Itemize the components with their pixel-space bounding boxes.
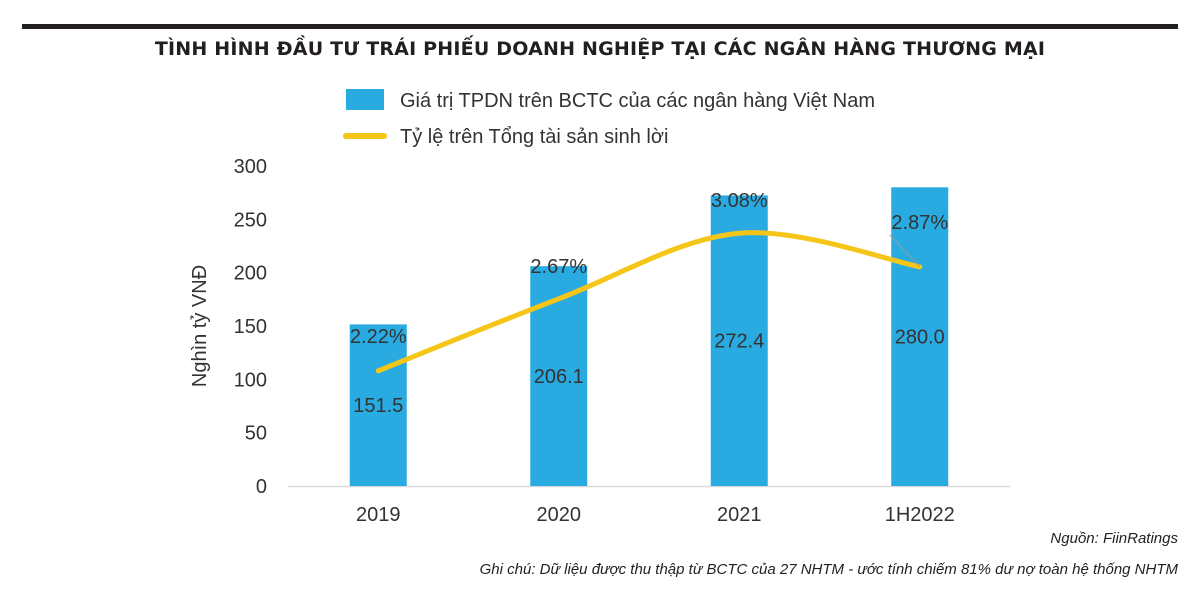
bar-value-label: 280.0 (895, 327, 945, 349)
y-tick-label: 0 (256, 476, 267, 498)
bar-value-label: 272.4 (714, 331, 764, 353)
chart-title: TÌNH HÌNH ĐẦU TƯ TRÁI PHIẾU DOANH NGHIỆP… (154, 38, 1046, 60)
y-axis-title: Nghìn tỷ VNĐ (189, 265, 211, 387)
y-tick-label: 300 (234, 156, 267, 178)
legend-label-line: Tỷ lệ trên Tổng tài sản sinh lời (400, 126, 668, 148)
y-tick-label: 50 (245, 423, 267, 445)
y-tick-label: 250 (234, 209, 267, 231)
x-tick-label: 2019 (356, 504, 401, 526)
bar-value-label: 206.1 (534, 366, 584, 388)
x-tick-label: 2020 (537, 504, 582, 526)
line-value-label: 2.67% (530, 256, 587, 278)
x-tick-label: 1H2022 (885, 504, 955, 526)
line-value-label: 2.22% (350, 326, 407, 348)
bar (349, 324, 407, 486)
source-note: Nguồn: FiinRatings (1050, 530, 1178, 547)
legend-swatch-bar (346, 89, 384, 110)
top-rule (22, 24, 1178, 29)
line-value-label: 3.08% (711, 190, 768, 212)
y-tick-label: 200 (234, 263, 267, 285)
x-tick-label: 2021 (717, 504, 762, 526)
bar-value-label: 151.5 (353, 395, 403, 417)
series-line (375, 230, 923, 374)
legend-label-bar: Giá trị TPDN trên BCTC của các ngân hàng… (400, 90, 875, 112)
y-tick-label: 150 (234, 316, 267, 338)
line-value-label: 2.87% (891, 212, 948, 234)
label-leader-line (889, 234, 921, 268)
footnote: Ghi chú: Dữ liệu được thu thập từ BCTC c… (479, 561, 1178, 578)
bar (710, 195, 768, 486)
y-tick-label: 100 (234, 369, 267, 391)
bar (530, 266, 588, 486)
bar (891, 187, 949, 487)
